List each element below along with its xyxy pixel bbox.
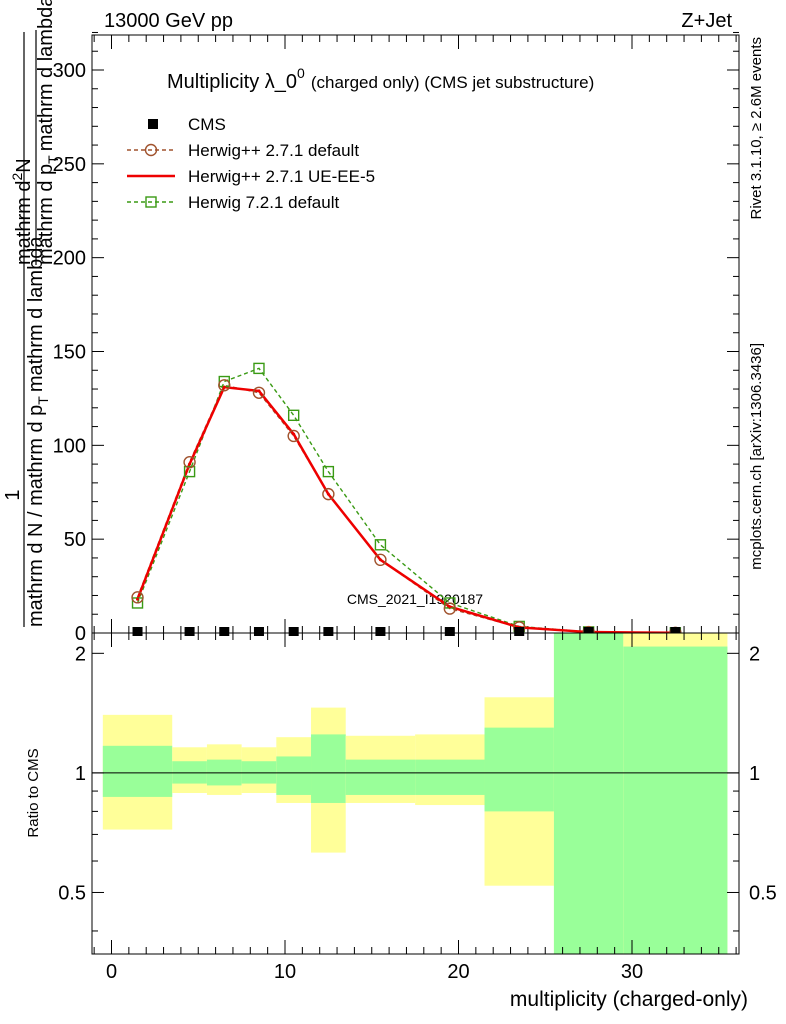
header-left-label: 13000 GeV pp	[104, 10, 233, 32]
legend-label-herwigpp-default: Herwig++ 2.7.1 default	[188, 141, 359, 160]
main-y-tick-label: 100	[53, 435, 86, 457]
point-cms	[132, 627, 143, 636]
point-herwigpp-default	[443, 602, 457, 615]
point-herwigpp-ueee5	[136, 597, 140, 601]
point-herwigpp-ueee5	[222, 385, 226, 389]
point-herwigpp-default	[374, 553, 387, 567]
x-tick-label: 0	[106, 961, 117, 983]
ratio-y-tick-label-right: 2	[749, 643, 760, 665]
ylabel-denominator-text: mathrm d p	[35, 164, 57, 265]
ylabel-line1-text: mathrm d N / mathrm d p	[25, 405, 47, 627]
analysis-watermark: CMS_2021_I1920187	[347, 591, 483, 607]
point-herwigpp-ueee5	[188, 462, 192, 466]
point-herwigpp-ueee5	[448, 605, 452, 609]
ylabel-line1-tail: mathrm d lambda	[25, 236, 47, 392]
point-cms	[583, 627, 594, 636]
point-herwig721	[253, 362, 265, 375]
legend-label-cms: CMS	[188, 115, 226, 134]
x-axis-label: multiplicity (charged-only)	[510, 988, 748, 1011]
legend-herwigpp-default-marker	[144, 143, 158, 157]
ylabel-numerator: mathrm d2N	[9, 158, 35, 265]
ylabel-numerator-sup: 2	[9, 173, 25, 181]
ratio-bands	[102, 633, 728, 954]
point-cms	[375, 627, 386, 636]
point-herwig721	[287, 409, 300, 422]
ratio-x-axis: 0 10 20 30	[93, 633, 737, 983]
rivet-version-label: Rivet 3.1.10, ≥ 2.6M events	[748, 37, 765, 220]
point-herwigpp-ueee5	[326, 492, 330, 496]
x-tick-label: 10	[274, 961, 296, 983]
point-cms	[253, 627, 264, 636]
main-title: Multiplicity λ_00 (charged only) (CMS jet…	[167, 65, 594, 93]
ylabel-line1: mathrm d N / mathrm d pTmathrm d lambda	[25, 236, 51, 627]
ratio-y-tick-label: 0.5	[58, 882, 86, 904]
point-cms	[219, 627, 230, 636]
point-cms	[184, 627, 195, 636]
ratio-y-tick-label: 1	[75, 763, 86, 785]
ratio-band-inner	[484, 727, 554, 812]
ratio-band-inner	[102, 745, 173, 797]
main-y-tick-label: 200	[53, 248, 86, 270]
point-cms	[670, 627, 681, 636]
ratio-panel: 0.5 0.5 1 1 2 2 0 10 20 30 Ratio to CMS multipli…	[25, 632, 777, 1011]
ratio-y-tick-label: 2	[75, 643, 86, 665]
ratio-y-axis-label: Ratio to CMS	[25, 748, 42, 837]
legend-label-herwig721: Herwig 7.2.1 default	[188, 193, 339, 212]
point-cms	[288, 627, 299, 636]
ratio-band-inner	[276, 756, 312, 795]
point-herwigpp-ueee5	[292, 432, 296, 436]
point-herwigpp-ueee5	[257, 389, 261, 393]
point-herwigpp-default	[287, 429, 300, 443]
main-y-tick-label: 300	[53, 60, 86, 82]
ratio-band-inner	[553, 633, 624, 954]
main-y-tick-label: 250	[53, 154, 86, 176]
legend-label-herwigpp-ueee5: Herwig++ 2.7.1 UE-EE-5	[188, 167, 375, 186]
ylabel-denominator-tail: mathrm d lambda	[35, 0, 57, 151]
ylabel-numerator-n: N	[13, 158, 35, 172]
main-y-tick-label: 50	[64, 529, 86, 551]
point-herwigpp-default	[322, 487, 335, 501]
point-cms	[444, 627, 455, 636]
point-herwig721	[322, 465, 335, 478]
point-herwig721	[374, 539, 387, 551]
main-y-tick-label: 0	[75, 623, 86, 645]
ylabel-numerator-text: mathrm d	[13, 181, 35, 265]
ratio-y-tick-label-right: 0.5	[749, 882, 777, 904]
ratio-band-inner	[345, 759, 416, 795]
ylabel-denominator-sub: T	[45, 155, 61, 164]
ratio-band-inner	[311, 734, 346, 803]
point-herwigpp-default	[131, 591, 144, 604]
point-cms	[323, 627, 334, 636]
ratio-y-axis: 0.5 0.5 1 1 2 2	[58, 643, 777, 932]
main-y-axis: 0 50 100 150 200 250 300	[53, 31, 739, 645]
header-right-label: Z+Jet	[681, 10, 732, 32]
mcplots-label: mcplots.cern.ch [arXiv:1306.3436]	[748, 343, 765, 570]
title-superscript: 0	[297, 65, 305, 81]
main-y-axis-label: 1 mathrm d N / mathrm d pTmathrm d lambd…	[2, 0, 61, 627]
ratio-frame	[91, 632, 740, 955]
legend: CMS Herwig++ 2.7.1 default Herwig++ 2.7.…	[127, 115, 375, 212]
point-herwigpp-default	[183, 456, 196, 469]
x-tick-label: 30	[621, 961, 643, 983]
point-herwigpp-default	[252, 386, 266, 399]
ratio-band-inner	[415, 759, 485, 795]
legend-cms-marker	[148, 119, 158, 129]
ylabel-prefix: 1	[2, 489, 24, 500]
point-herwigpp-default	[218, 379, 231, 392]
x-tick-label: 20	[447, 961, 469, 983]
ylabel-denominator: mathrm d pTmathrm d lambda	[35, 0, 61, 265]
title-main: Multiplicity λ_0	[167, 71, 297, 93]
point-herwig721	[183, 465, 196, 478]
point-cms	[514, 627, 525, 636]
ylabel-line1-sub: T	[35, 396, 51, 405]
point-herwigpp-ueee5	[378, 558, 382, 562]
ratio-band-inner	[623, 646, 728, 954]
main-y-tick-label: 150	[53, 342, 86, 364]
legend-herwig721-marker	[145, 196, 157, 208]
title-suffix: (charged only) (CMS jet substructure)	[311, 73, 594, 92]
ratio-y-tick-label-right: 1	[749, 763, 760, 785]
